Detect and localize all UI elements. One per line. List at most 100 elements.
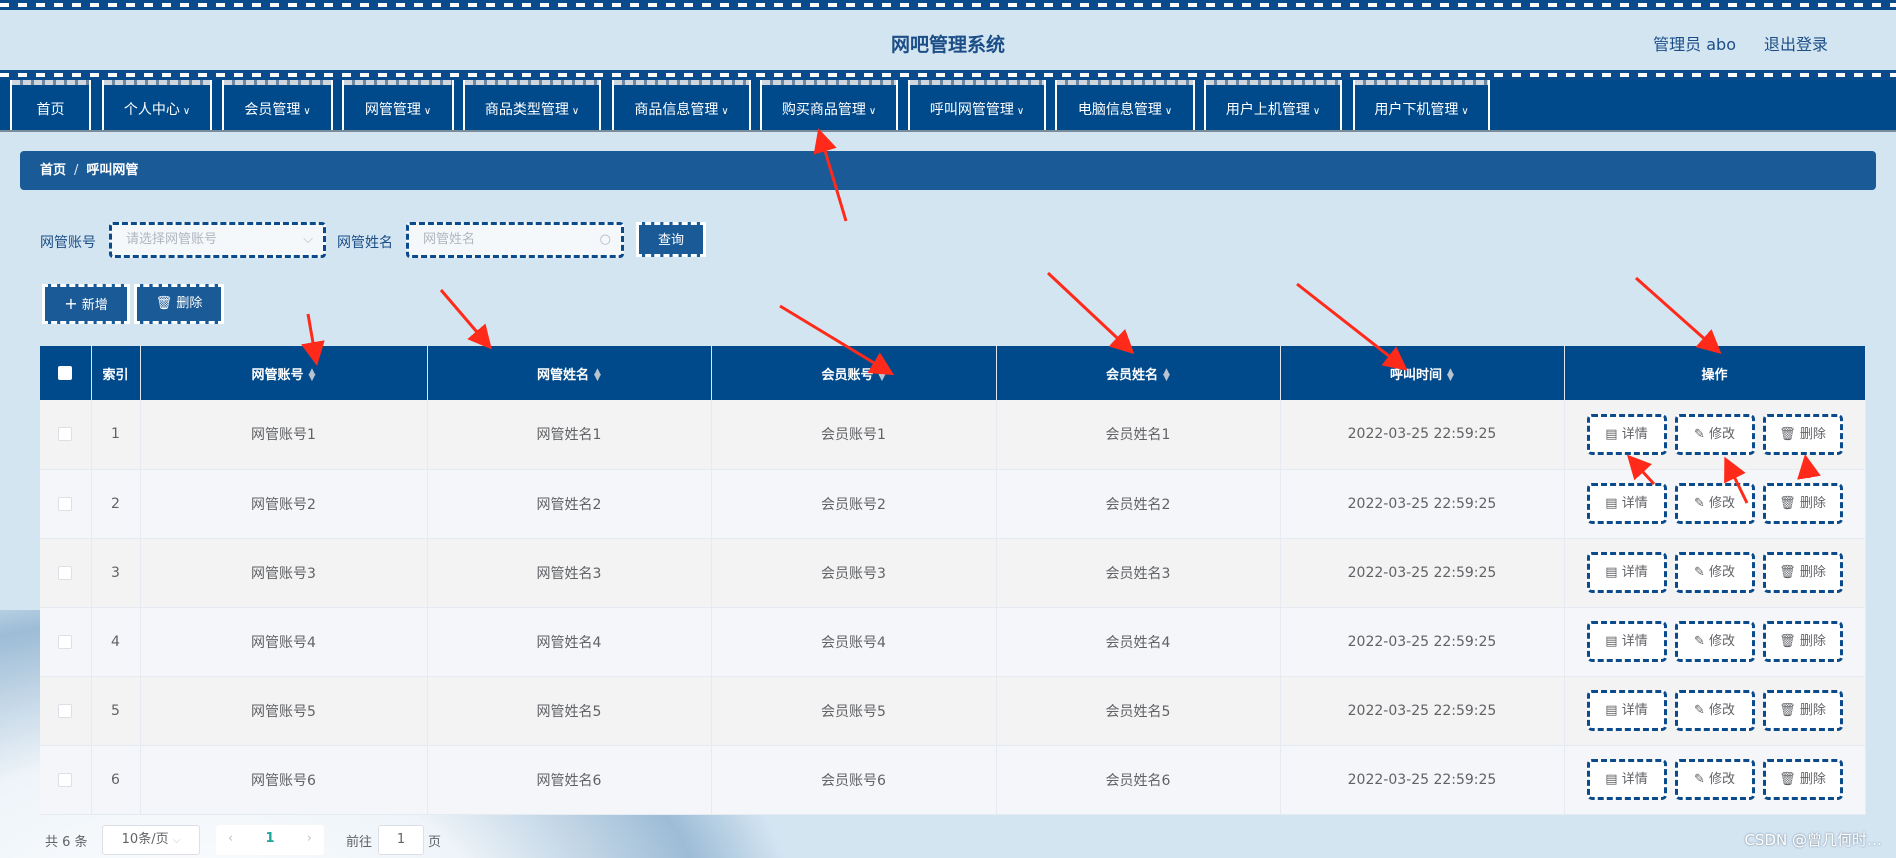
detail-label: 详情 — [1621, 772, 1648, 787]
goto-page-input[interactable]: 1 — [378, 825, 424, 855]
select-all-checkbox[interactable] — [58, 366, 73, 380]
page-size-select[interactable]: 10条/页 ⌵ — [102, 825, 200, 855]
nav-tab-5[interactable]: 商品信息管理 ∨ — [612, 80, 751, 130]
table-cell: 网管账号1 — [140, 400, 428, 470]
edit-button[interactable]: ✎ 修改 — [1674, 413, 1755, 455]
delete-button[interactable]: 🗑 删除 — [1762, 621, 1843, 662]
breadcrumb-current: 呼叫网管 — [86, 163, 139, 178]
edit-button[interactable]: ✎ 修改 — [1674, 552, 1755, 593]
column-header-label: 会员姓名 — [1106, 367, 1159, 383]
breadcrumb: 首页 / 呼叫网管 — [20, 151, 1876, 190]
pager: ‹ 1 › — [216, 825, 324, 855]
watermark: CSDN @曾几何时… — [1744, 831, 1882, 849]
next-page-icon[interactable]: › — [306, 831, 312, 846]
pencil-icon: ✎ — [1693, 772, 1705, 787]
row-checkbox[interactable] — [58, 565, 73, 580]
current-page[interactable]: 1 — [265, 831, 275, 846]
nav-tab-9[interactable]: 用户上机管理 ∨ — [1204, 80, 1342, 130]
edit-button[interactable]: ✎ 修改 — [1674, 621, 1755, 662]
edit-button[interactable]: ✎ 修改 — [1674, 483, 1755, 524]
nav-tab-8[interactable]: 电脑信息管理 ∨ — [1055, 80, 1195, 130]
table-cell: 会员姓名3 — [996, 538, 1281, 608]
nav-tab-1[interactable]: 个人中心 ∨ — [102, 80, 212, 130]
delete-button[interactable]: 🗑 删除 — [1762, 690, 1843, 731]
document-icon: ▤ — [1605, 772, 1618, 787]
goto-label: 前往 — [346, 835, 373, 850]
table-cell: 网管账号5 — [140, 676, 428, 746]
edit-button[interactable]: ✎ 修改 — [1674, 759, 1755, 800]
breadcrumb-home[interactable]: 首页 — [40, 163, 67, 178]
nav-tab-6[interactable]: 购买商品管理 ∨ — [760, 80, 898, 130]
table-cell: 2022-03-25 22:59:25 — [1280, 607, 1565, 677]
table-row: 4 网管账号4 网管姓名4 会员账号4 会员姓名4 2022-03-25 22:59:25… — [40, 607, 1866, 677]
sort-icon[interactable]: ▲ ▼ — [1163, 367, 1170, 383]
table-cell: 会员姓名5 — [996, 676, 1281, 746]
edit-label: 修改 — [1709, 496, 1736, 511]
table-cell: 会员账号3 — [711, 538, 997, 608]
name-input[interactable]: 网管姓名 ○ — [406, 222, 624, 258]
pencil-icon: ✎ — [1693, 565, 1705, 580]
nav-tab-0[interactable]: 首页 — [10, 80, 91, 130]
table-row: 1 网管账号1 网管姓名1 会员账号1 会员姓名1 2022-03-25 22:59:25… — [40, 400, 1866, 470]
row-actions: ▤ 详情 ✎ 修改 🗑 删除 — [1564, 400, 1866, 470]
column-header-5[interactable]: 呼叫时间 ▲ ▼ — [1280, 346, 1565, 400]
table-cell: 1 — [91, 400, 141, 470]
sort-icon[interactable]: ▲ ▼ — [878, 367, 886, 383]
account-label: 网管账号 — [40, 235, 96, 251]
row-select-cell — [40, 676, 92, 746]
column-header-4[interactable]: 会员姓名 ▲ ▼ — [996, 346, 1281, 400]
detail-button[interactable]: ▤ 详情 — [1586, 690, 1667, 731]
nav-tab-label: 商品类型管理 — [484, 102, 569, 118]
total-count: 共 6 条 — [45, 835, 88, 850]
page-size-value: 10条/页 — [121, 832, 169, 847]
sort-icon[interactable]: ▲ ▼ — [594, 367, 601, 383]
query-button[interactable]: 查询 — [636, 222, 706, 257]
row-actions: ▤ 详情 ✎ 修改 🗑 删除 — [1564, 745, 1866, 815]
detail-button[interactable]: ▤ 详情 — [1586, 759, 1667, 800]
row-checkbox[interactable] — [58, 427, 73, 442]
document-icon: ▤ — [1605, 426, 1618, 442]
column-header-2[interactable]: 网管姓名 ▲ ▼ — [427, 346, 712, 400]
nav-tab-10[interactable]: 用户下机管理 ∨ — [1353, 80, 1490, 130]
delete-button[interactable]: 🗑 删除 — [1762, 413, 1843, 455]
row-checkbox[interactable] — [58, 772, 73, 787]
detail-button[interactable]: ▤ 详情 — [1586, 621, 1667, 662]
logout-link[interactable]: 退出登录 — [1763, 35, 1828, 54]
edit-label: 修改 — [1709, 703, 1736, 718]
column-header-label: 会员账号 — [821, 367, 874, 383]
trash-icon: 🗑 — [1779, 772, 1796, 787]
delete-label: 删除 — [1799, 565, 1826, 580]
trash-icon: 🗑 — [1779, 496, 1796, 511]
nav-tab-2[interactable]: 会员管理 ∨ — [222, 80, 333, 130]
delete-button[interactable]: 🗑 删除 — [1762, 759, 1843, 800]
row-checkbox[interactable] — [58, 703, 73, 718]
detail-button[interactable]: ▤ 详情 — [1586, 552, 1667, 593]
sort-icon[interactable]: ▲ ▼ — [308, 367, 316, 383]
row-checkbox[interactable] — [58, 634, 73, 649]
edit-button[interactable]: ✎ 修改 — [1674, 690, 1755, 731]
row-checkbox[interactable] — [58, 496, 73, 511]
nav-tab-7[interactable]: 呼叫网管管理 ∨ — [908, 80, 1046, 130]
prev-page-icon[interactable]: ‹ — [228, 831, 234, 846]
column-header-3[interactable]: 会员账号 ▲ ▼ — [711, 346, 997, 400]
nav-tab-4[interactable]: 商品类型管理 ∨ — [463, 80, 601, 130]
chevron-down-icon: ∨ — [571, 106, 580, 117]
detail-label: 详情 — [1621, 565, 1648, 580]
edit-label: 修改 — [1709, 565, 1736, 580]
delete-button[interactable]: 🗑 删除 — [1762, 483, 1843, 524]
call-records-table: 索引 网管账号 ▲ ▼ 网管姓名 ▲ ▼ 会员账号 ▲ ▼ 会员姓名 ▲ ▼ 呼叫时间 ▲ ▼ 操作 1 网管账号… — [40, 346, 1866, 815]
account-select[interactable]: 请选择网管账号 ⌵ — [109, 222, 326, 258]
table-cell: 5 — [91, 676, 141, 746]
detail-button[interactable]: ▤ 详情 — [1586, 483, 1667, 524]
chevron-down-icon: ∨ — [1016, 106, 1025, 117]
detail-button[interactable]: ▤ 详情 — [1586, 413, 1667, 455]
column-header-1[interactable]: 网管账号 ▲ ▼ — [140, 346, 428, 400]
column-header-label: 索引 — [102, 367, 129, 383]
select-all-header[interactable] — [40, 346, 92, 400]
add-button[interactable]: + 新增 — [42, 284, 130, 324]
nav-tab-3[interactable]: 网管管理 ∨ — [342, 80, 454, 130]
column-header-label: 网管姓名 — [537, 367, 590, 383]
sort-icon[interactable]: ▲ ▼ — [1447, 367, 1454, 383]
batch-delete-button[interactable]: 🗑 删除 — [134, 284, 224, 324]
delete-button[interactable]: 🗑 删除 — [1762, 552, 1843, 593]
